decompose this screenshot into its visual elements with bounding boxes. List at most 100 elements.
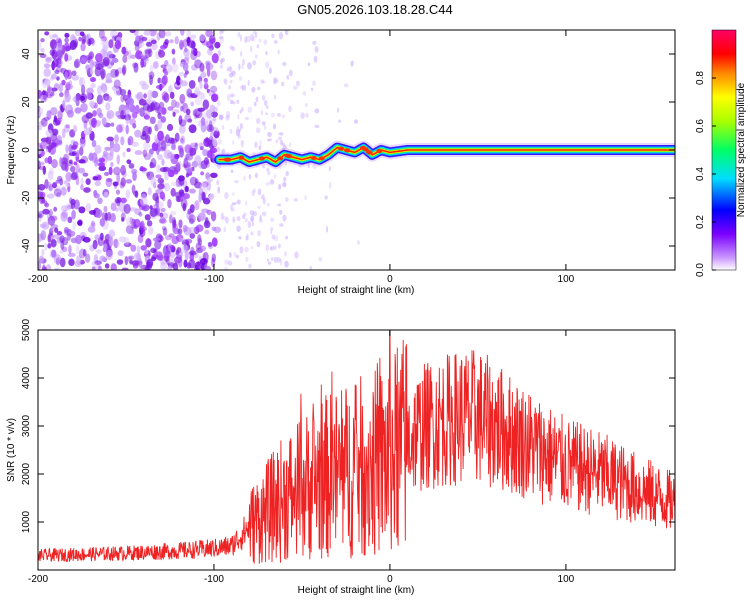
- noise-blob: [82, 172, 89, 177]
- noise-speckle: [273, 235, 279, 242]
- noise-blob: [61, 128, 66, 139]
- noise-blob: [49, 34, 54, 39]
- noise-blob: [89, 76, 97, 83]
- noise-blob: [44, 178, 49, 189]
- noise-blob: [210, 70, 218, 81]
- noise-blob: [148, 30, 157, 37]
- noise-blob: [166, 64, 173, 73]
- noise-blob: [133, 218, 141, 228]
- noise-blob: [158, 49, 166, 58]
- noise-blob: [98, 112, 104, 119]
- noise-blob: [95, 52, 103, 63]
- noise-blob: [105, 102, 111, 111]
- noise-blob: [56, 231, 63, 236]
- noise-blob: [189, 252, 195, 262]
- noise-blob: [164, 39, 169, 45]
- noise-speckle: [227, 260, 233, 266]
- noise-speckle: [256, 241, 261, 248]
- noise-blob: [40, 137, 49, 143]
- noise-blob: [80, 102, 88, 113]
- noise-blob: [185, 36, 192, 43]
- noise-blob: [129, 217, 133, 225]
- noise-blob: [174, 132, 180, 143]
- noise-blob: [97, 197, 103, 205]
- track-peak: [344, 148, 351, 153]
- noise-blob: [104, 96, 112, 101]
- noise-blob: [121, 267, 129, 270]
- noise-speckle: [237, 31, 241, 38]
- noise-blob: [116, 124, 123, 133]
- snr-ytick-label: 3000: [21, 414, 32, 437]
- noise-blob: [73, 60, 80, 69]
- noise-blob: [170, 153, 179, 165]
- noise-speckle: [230, 169, 234, 173]
- noise-blob: [126, 147, 131, 153]
- noise-speckle: [277, 49, 280, 55]
- noise-speckle: [286, 75, 290, 80]
- noise-blob: [85, 34, 90, 45]
- noise-blob: [89, 68, 94, 75]
- noise-blob: [54, 267, 60, 270]
- noise-blob: [190, 142, 199, 147]
- noise-blob: [187, 92, 194, 99]
- noise-blob: [175, 249, 180, 256]
- noise-blob: [155, 196, 160, 204]
- noise-blob: [52, 128, 59, 136]
- spectrogram-ytick-label: 40: [21, 48, 32, 60]
- noise-speckle: [274, 77, 279, 84]
- noise-blob: [170, 137, 175, 144]
- noise-blob: [43, 116, 50, 122]
- noise-blob: [53, 206, 58, 212]
- snr-axes: -200 -100 0 100 1000 2000 3000 4000 5000: [21, 318, 675, 585]
- noise-speckle: [241, 63, 244, 70]
- noise-blob: [83, 187, 91, 193]
- noise-speckle: [310, 87, 314, 92]
- noise-blob: [205, 265, 211, 270]
- noise-blob: [71, 70, 77, 76]
- noise-speckle: [239, 76, 243, 81]
- noise-blob: [182, 224, 188, 233]
- snr-ytick-label: 2000: [21, 462, 32, 485]
- noise-blob: [197, 234, 202, 244]
- noise-blob: [158, 101, 165, 109]
- noise-blob: [85, 202, 91, 212]
- noise-blob: [47, 243, 52, 249]
- noise-blob: [102, 56, 110, 67]
- noise-blob: [105, 72, 112, 83]
- noise-blob: [189, 226, 196, 235]
- noise-blob: [80, 42, 86, 52]
- noise-blob: [202, 181, 209, 188]
- noise-speckle: [279, 209, 283, 215]
- noise-blob: [98, 162, 106, 168]
- noise-speckle: [241, 84, 245, 91]
- noise-speckle: [236, 216, 241, 222]
- noise-blob: [38, 147, 42, 155]
- noise-blob: [133, 62, 139, 73]
- spectrogram-xtick-label: -200: [28, 274, 48, 285]
- noise-speckle: [277, 203, 282, 207]
- noise-speckle: [249, 210, 255, 216]
- noise-blob: [71, 209, 76, 220]
- noise-blob: [208, 120, 213, 131]
- noise-blob: [90, 220, 95, 227]
- noise-blob: [157, 77, 162, 84]
- noise-speckle: [357, 240, 360, 245]
- noise-blob: [204, 229, 210, 235]
- noise-blob: [140, 245, 148, 251]
- noise-blob: [41, 266, 47, 270]
- noise-blob: [45, 57, 52, 64]
- noise-blob: [52, 182, 58, 189]
- noise-blob: [182, 192, 190, 200]
- noise-blob: [206, 181, 211, 191]
- noise-speckle: [252, 30, 256, 35]
- spectrogram-xtick-label: -100: [204, 274, 224, 285]
- noise-speckle: [228, 85, 231, 90]
- noise-blob: [116, 199, 121, 207]
- noise-speckle: [232, 140, 235, 146]
- noise-speckle: [251, 35, 256, 42]
- noise-blob: [38, 210, 44, 219]
- noise-blob: [164, 134, 170, 144]
- noise-speckle: [267, 170, 271, 176]
- spectrogram-xtick-label: 0: [387, 274, 393, 285]
- noise-blob: [127, 227, 133, 235]
